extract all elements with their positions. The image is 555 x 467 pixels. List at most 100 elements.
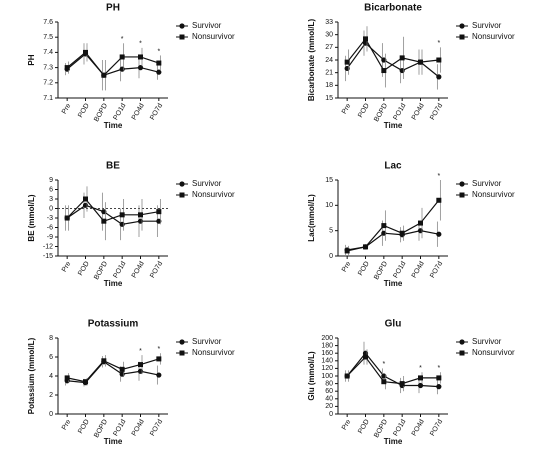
series-line	[346, 42, 440, 78]
x-tick-label: POD	[357, 102, 371, 119]
point	[418, 59, 423, 65]
x-tick-label: PO7d	[429, 260, 444, 279]
y-tick-label: 7.3	[43, 64, 53, 71]
point	[417, 382, 424, 389]
x-tick-label: PO4d	[411, 102, 426, 121]
series-line	[346, 37, 439, 72]
x-tick-label: BOPD	[93, 418, 109, 439]
y-tick-label: 3	[49, 196, 53, 203]
x-tick-label: PO4d	[411, 260, 426, 279]
x-tick-label: PO7d	[149, 418, 164, 437]
x-tick-label: PO1d	[392, 102, 407, 121]
annotation: *	[437, 365, 440, 372]
point	[436, 74, 442, 80]
point	[64, 215, 70, 221]
point	[156, 372, 162, 378]
x-tick-label: Pre	[61, 260, 73, 273]
y-tick-label: 0	[49, 411, 53, 418]
point	[436, 231, 442, 237]
point	[156, 69, 162, 75]
chart-title: Lac	[384, 161, 402, 172]
point	[418, 220, 423, 226]
point	[138, 212, 143, 218]
x-tick-label: PO7d	[149, 260, 164, 279]
y-axis-title: Glu (mmol/L)	[307, 351, 316, 401]
x-tick-label: Pre	[341, 102, 353, 115]
y-tick-label: -12	[43, 243, 53, 250]
point	[83, 379, 88, 385]
point	[156, 60, 162, 66]
series-line	[66, 51, 160, 77]
y-tick-label: 100	[321, 373, 333, 380]
point	[138, 362, 143, 368]
x-axis-title: Time	[384, 437, 403, 446]
chart-title: PH	[106, 3, 120, 14]
y-tick-label: 24	[325, 57, 333, 64]
legend-label: Nonsurvivor	[192, 348, 235, 357]
y-tick-label: 140	[321, 358, 333, 365]
point	[138, 54, 143, 60]
point	[156, 356, 162, 362]
y-tick-label: 5	[329, 228, 333, 235]
point	[83, 49, 88, 55]
point	[119, 212, 125, 218]
point	[399, 55, 405, 61]
x-axis-title: Time	[384, 121, 403, 130]
y-tick-label: 20	[325, 403, 333, 410]
annotation: *	[437, 173, 440, 180]
x-tick-label: PO7d	[429, 102, 444, 121]
point	[363, 244, 368, 250]
annotation: *	[157, 346, 160, 353]
y-tick-label: 33	[325, 19, 333, 26]
y-tick-label: 15	[325, 177, 333, 184]
point	[436, 197, 442, 203]
series-line	[66, 198, 159, 222]
annotation: *	[157, 48, 160, 55]
point	[381, 68, 387, 74]
x-tick-label: PO4d	[411, 418, 426, 437]
annotation: *	[139, 348, 142, 355]
x-tick-label: POD	[77, 102, 91, 119]
point	[156, 209, 162, 215]
point	[101, 358, 107, 364]
x-tick-label: PO7d	[429, 418, 444, 437]
legend-label: Survivor	[472, 179, 502, 188]
x-tick-label: BOPD	[93, 102, 109, 123]
x-tick-label: PO1d	[112, 418, 127, 437]
y-tick-label: 30	[325, 32, 333, 39]
point	[101, 218, 107, 224]
y-tick-label: -15	[43, 253, 53, 260]
legend-label: Survivor	[472, 21, 502, 30]
x-tick-label: POD	[77, 260, 91, 277]
y-tick-label: 7.2	[43, 80, 53, 87]
point	[137, 65, 144, 71]
x-axis-title: Time	[104, 437, 123, 446]
y-tick-label: 0	[329, 253, 333, 260]
x-tick-label: PO4d	[131, 102, 146, 121]
x-tick-label: PO7d	[149, 102, 164, 121]
y-tick-label: 2	[49, 392, 53, 399]
y-tick-label: 21	[325, 70, 333, 77]
legend-label: Nonsurvivor	[192, 32, 235, 41]
y-tick-label: 160	[321, 350, 333, 357]
series-line	[66, 204, 159, 225]
x-tick-label: PO4d	[131, 260, 146, 279]
y-tick-label: 10	[325, 202, 333, 209]
point	[381, 223, 387, 229]
x-tick-label: Pre	[341, 418, 353, 431]
series-line	[67, 360, 159, 384]
y-tick-label: 6	[49, 354, 53, 361]
x-tick-label: Pre	[341, 260, 353, 273]
y-tick-label: 200	[321, 335, 333, 342]
annotation: *	[382, 361, 385, 368]
point	[64, 65, 70, 71]
y-tick-label: 7.5	[43, 34, 53, 41]
y-tick-label: 8	[49, 335, 53, 342]
y-axis-title: BE (mmol/L)	[27, 194, 36, 241]
point	[418, 375, 423, 381]
y-tick-label: 0	[49, 205, 53, 212]
y-tick-label: 7.1	[43, 95, 53, 102]
y-tick-label: 18	[325, 82, 333, 89]
annotation: *	[419, 365, 422, 372]
